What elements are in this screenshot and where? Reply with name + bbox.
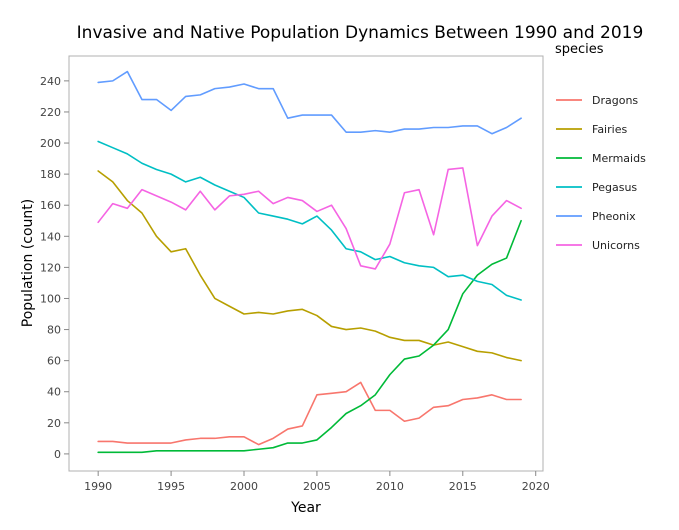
legend-label-fairies: Fairies	[592, 123, 627, 136]
x-tick-label: 2000	[230, 480, 258, 493]
legend: Dragons Fairies Mermaids Pegasus Pheonix Unic…	[556, 94, 646, 252]
y-tick-label: 0	[54, 448, 61, 461]
legend-label-pegasus: Pegasus	[592, 181, 637, 194]
chart-title: Invasive and Native Population Dynamics …	[77, 23, 644, 43]
y-tick-label: 120	[40, 261, 61, 274]
y-tick-label: 180	[40, 168, 61, 181]
y-tick-label: 100	[40, 292, 61, 305]
y-tick-label: 60	[47, 355, 61, 368]
x-tick-label: 2010	[376, 480, 404, 493]
y-tick-label: 160	[40, 199, 61, 212]
y-tick-label: 20	[47, 417, 61, 430]
y-tick-label: 140	[40, 230, 61, 243]
legend-title: species	[555, 42, 604, 57]
x-tick-label: 2015	[449, 480, 477, 493]
y-tick-label: 240	[40, 75, 61, 88]
series-layer	[97, 70, 522, 454]
y-axis-title: Population (count)	[20, 199, 36, 327]
series-line-unicorns	[97, 167, 522, 270]
x-tick-label: 2020	[522, 480, 550, 493]
legend-label-unicorns: Unicorns	[592, 239, 640, 252]
y-tick-label: 40	[47, 386, 61, 399]
plot-frame	[68, 55, 544, 472]
y-tick-label: 80	[47, 324, 61, 337]
series-line-fairies	[97, 170, 522, 362]
x-tick-label: 1995	[157, 480, 185, 493]
x-axis-title: Year	[290, 500, 321, 516]
legend-label-mermaids: Mermaids	[592, 152, 646, 165]
x-axis: 1990 1995 2000 2005 2010 2015 2020	[84, 471, 550, 493]
x-tick-label: 1990	[84, 480, 112, 493]
series-line-mermaids	[97, 219, 522, 454]
y-tick-label: 220	[40, 106, 61, 119]
y-axis: 0 20 40 60 80 100 120 140 160 180 200 220 240	[40, 75, 69, 461]
legend-label-pheonix: Pheonix	[592, 210, 636, 223]
series-line-pegasus	[97, 140, 522, 301]
y-tick-label: 200	[40, 137, 61, 150]
legend-label-dragons: Dragons	[592, 94, 638, 107]
series-line-dragons	[97, 381, 522, 446]
x-tick-label: 2005	[303, 480, 331, 493]
series-line-pheonix	[97, 70, 522, 135]
